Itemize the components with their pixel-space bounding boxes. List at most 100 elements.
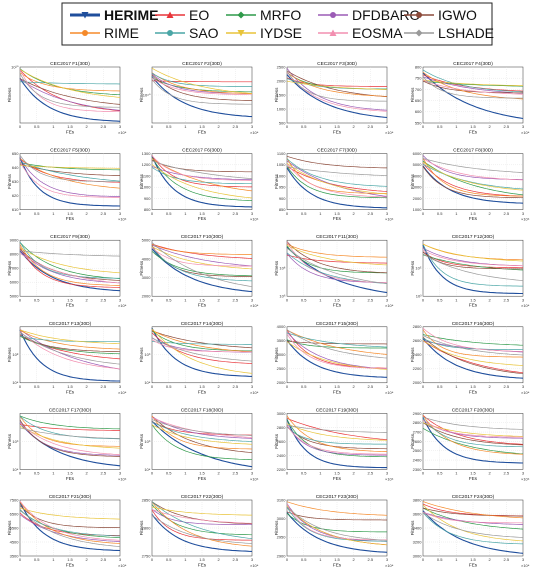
series-line-mrfo — [422, 427, 524, 455]
series-line-eo — [19, 246, 121, 288]
legend-entry-eosma: EOSMA — [318, 25, 403, 41]
x-tick-label: 2 — [218, 297, 221, 302]
legend-entry-sao: SAO — [155, 25, 219, 41]
series-line-igwo — [19, 419, 121, 457]
series-line-iydse — [19, 69, 121, 98]
y-axis-label: Fitness — [7, 520, 12, 536]
y-axis-label: Fitness — [139, 173, 144, 189]
x-tick-label: 1.5 — [199, 557, 205, 562]
y-tick-label: 2950 — [277, 535, 287, 540]
y-tick-label: 2700 — [413, 429, 423, 434]
series-line-eo — [422, 340, 524, 374]
x-tick-label: 1 — [319, 124, 322, 129]
legend-entry-lshade: LSHADE — [404, 25, 494, 41]
x-tick-label: 1 — [184, 384, 187, 389]
x-axis-label: FEs — [198, 130, 207, 135]
y-axis-label: Fitness — [7, 260, 12, 276]
y-tick-label: 10⁴ — [12, 380, 18, 385]
x-tick-label: 0.5 — [166, 557, 172, 562]
y-tick-label: 5000 — [10, 294, 20, 299]
y-tick-label: 1000 — [277, 106, 287, 111]
x-tick-label: 1 — [319, 557, 322, 562]
y-tick-label: 630 — [12, 179, 19, 184]
x-tick-label: 1.5 — [67, 557, 73, 562]
x-tick-label: 2 — [489, 384, 492, 389]
series-line-rime — [422, 329, 524, 358]
series-line-eosma — [286, 241, 388, 284]
x-tick-label: 0.5 — [166, 211, 172, 216]
x-tick-label: 0.5 — [34, 124, 40, 129]
series-line-rime — [151, 415, 253, 450]
series-line-sao — [151, 341, 252, 345]
x-axis-label: FEs — [469, 476, 478, 481]
series-line-eo — [422, 163, 524, 197]
series-line-eosma — [19, 330, 121, 370]
series-line-iydse — [286, 80, 388, 90]
x-tick-label: 2 — [353, 124, 356, 129]
panel-title: CEC2017 F2(30D) — [182, 61, 222, 67]
y-tick-label: 1000 — [142, 185, 152, 190]
x-tick-label: 1.5 — [67, 384, 73, 389]
series-line-eo — [422, 415, 524, 445]
series-line-herime — [422, 337, 524, 379]
y-axis-label: Fitness — [274, 520, 279, 536]
series-line-lshade — [286, 506, 388, 541]
series-line-sao — [19, 510, 121, 537]
x-tick-label: 1.5 — [470, 211, 476, 216]
series-line-dfdbaro — [286, 424, 387, 456]
y-tick-label: 2850 — [142, 497, 152, 502]
legend-marker-icon — [82, 30, 88, 36]
x-exponent-label: ×10⁴ — [385, 217, 394, 222]
x-tick-label: 0.5 — [166, 297, 172, 302]
x-tick-label: 2 — [218, 471, 221, 476]
y-tick-label: 10⁴⁰ — [143, 92, 151, 97]
series-line-lshade — [286, 329, 388, 359]
x-axis-label: FEs — [66, 476, 75, 481]
series-line-mrfo — [286, 513, 387, 533]
series-line-rime — [151, 329, 253, 353]
x-tick-label: 1.5 — [67, 471, 73, 476]
x-tick-label: 0.5 — [301, 557, 307, 562]
y-tick-label: 2750 — [142, 553, 152, 558]
series-line-dfdbaro — [151, 165, 253, 181]
series-line-herime — [151, 248, 253, 293]
legend-entry-mrfo: MRFO — [226, 7, 301, 23]
series-line-eosma — [422, 419, 523, 438]
x-tick-label: 0 — [151, 384, 154, 389]
series-line-eosma — [151, 509, 253, 524]
y-tick-label: 640 — [12, 165, 19, 170]
x-tick-label: 2.5 — [101, 297, 107, 302]
y-tick-label: 2000 — [277, 380, 287, 385]
y-tick-label: 900 — [144, 196, 151, 201]
x-tick-label: 1.5 — [334, 297, 340, 302]
series-line-sao — [19, 81, 121, 85]
x-tick-label: 1 — [184, 557, 187, 562]
series-line-dfdbaro — [19, 514, 121, 542]
series-line-eosma — [286, 425, 388, 455]
series-line-eosma — [19, 500, 121, 541]
series-line-iydse — [19, 329, 121, 345]
legend-marker-icon — [166, 11, 174, 18]
x-tick-label: 1.5 — [334, 211, 340, 216]
y-tick-label: 750 — [415, 76, 422, 81]
series-line-iydse — [422, 161, 524, 191]
x-tick-label: 1 — [455, 124, 458, 129]
panel-4: CEC2017 F4(30D) 800 750 700 650 600 5500 0.5 1 1.… — [410, 61, 530, 135]
x-exponent-label: ×10⁴ — [385, 390, 394, 395]
panel-3: CEC2017 F3(30D) 2500 2000 1500 1000 5000 0.5 1 1… — [274, 61, 394, 135]
series-line-lshade — [286, 247, 388, 284]
series-line-mrfo — [151, 157, 253, 201]
x-tick-label: 1 — [52, 124, 55, 129]
x-tick-label: 1 — [319, 384, 322, 389]
series-line-iydse — [151, 424, 253, 445]
series-line-lshade — [422, 158, 524, 173]
y-axis-label: Fitness — [7, 173, 12, 189]
series-line-herime — [19, 157, 121, 207]
panel-title: CEC2017 F9(30D) — [50, 234, 90, 240]
x-tick-label: 0.5 — [301, 471, 307, 476]
y-tick-label: 3000 — [277, 516, 287, 521]
x-tick-label: 2.5 — [101, 557, 107, 562]
series-line-iydse — [151, 67, 253, 94]
